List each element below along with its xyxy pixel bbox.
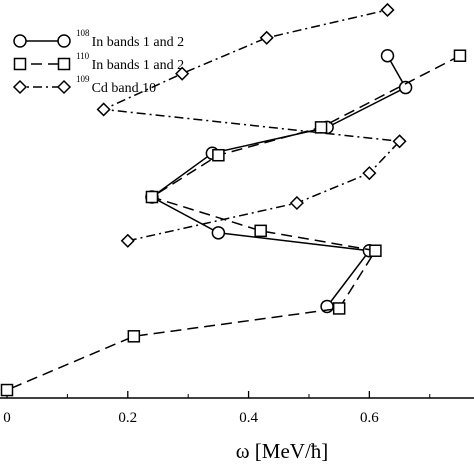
data-point: [380, 2, 395, 18]
legend-label: Cd band 10: [92, 81, 157, 96]
data-point: [380, 48, 395, 63]
data-point: [120, 233, 135, 248]
data-point: [259, 30, 274, 45]
x-tick-label: 0.2: [118, 410, 137, 426]
series-diamond: [96, 2, 407, 248]
data-point: [175, 66, 190, 81]
data-point: [127, 330, 141, 343]
data-point: [211, 226, 226, 240]
legend-mass-number: 110: [76, 51, 90, 61]
data-point: [332, 302, 346, 315]
legend-marker: [56, 79, 72, 95]
legend-mass-number: 108: [76, 28, 90, 38]
x-axis-label: ω [MeV/ħ]: [236, 439, 329, 463]
x-tick-label: 0: [3, 410, 11, 426]
data-point: [362, 166, 377, 181]
legend-marker: [12, 79, 28, 95]
legend-marker: [13, 57, 27, 71]
data-point: [0, 383, 14, 397]
series-circle: [145, 48, 413, 314]
data-point: [96, 102, 111, 117]
legend-label: In bands 1 and 2: [92, 58, 185, 73]
legend-label: In bands 1 and 2: [92, 35, 185, 50]
data-point: [314, 121, 328, 134]
series-layer: [0, 2, 467, 397]
x-tick-label: 0.6: [360, 410, 379, 426]
axes: 0 0.2 0.4 0.6: [0, 391, 474, 426]
series-line: [150, 55, 407, 307]
x-tick-label: 0.4: [239, 410, 258, 426]
legend-marker: [57, 34, 71, 48]
legend-mass-number: 109: [76, 74, 90, 84]
data-point: [453, 49, 467, 62]
series-line: [6, 55, 461, 391]
data-point: [212, 148, 225, 162]
series-square: [0, 49, 467, 397]
data-point: [392, 134, 407, 149]
legend-marker: [57, 57, 71, 71]
legend-marker: [13, 34, 27, 48]
data-point: [289, 195, 304, 211]
series-line: [100, 9, 402, 242]
data-point: [369, 244, 382, 257]
data-point: [254, 224, 267, 238]
data-point: [145, 190, 159, 204]
